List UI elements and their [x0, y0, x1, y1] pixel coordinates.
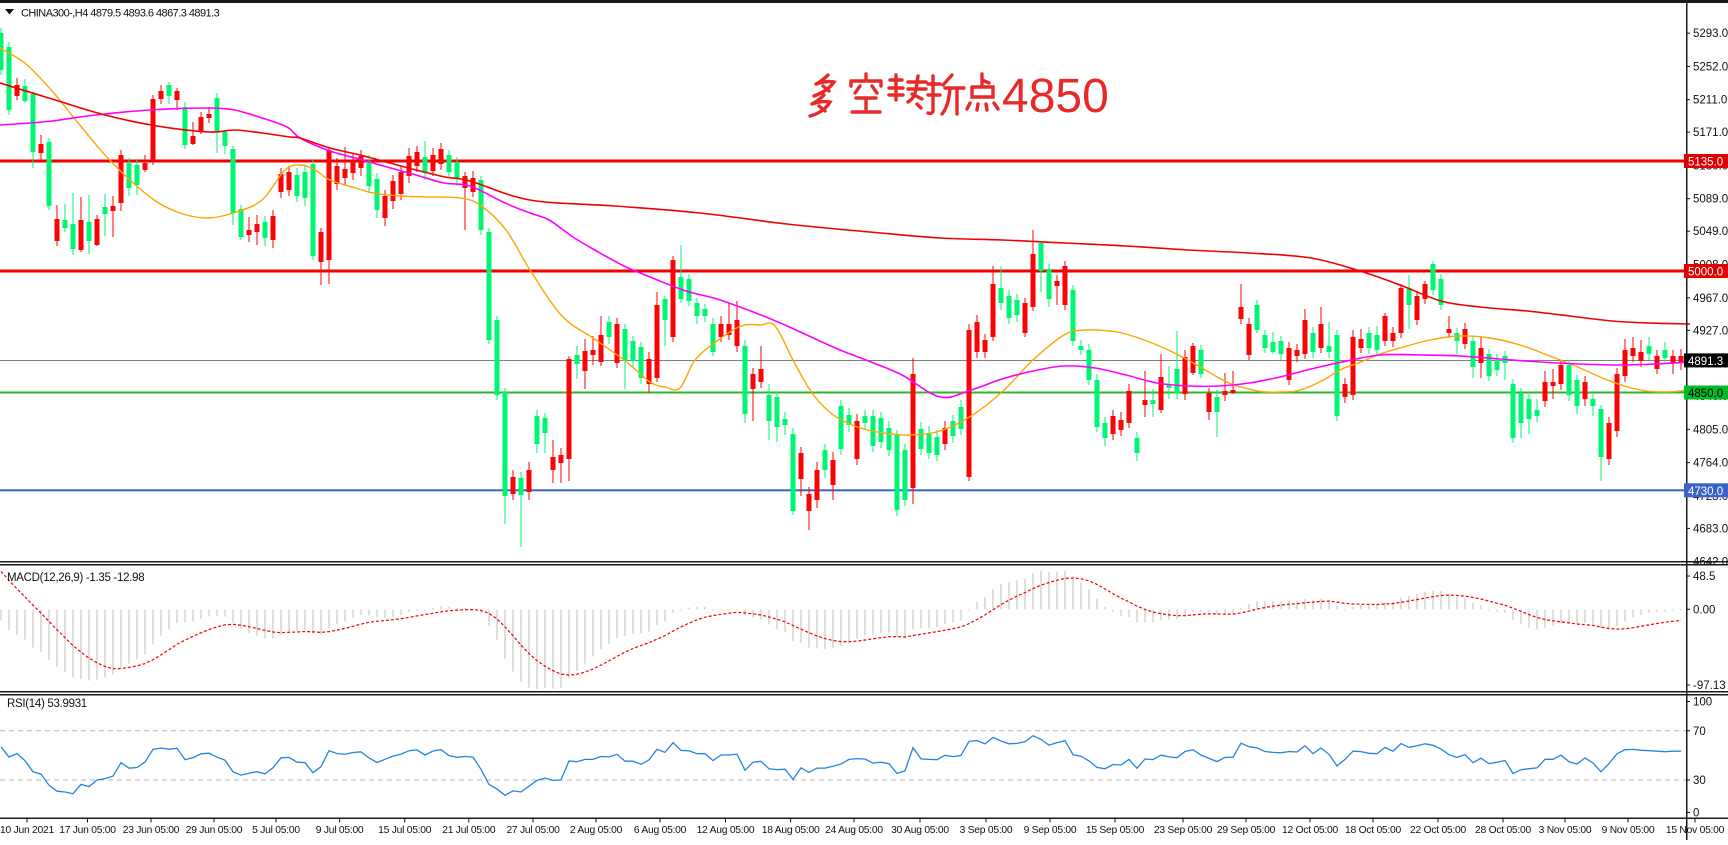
svg-text:70: 70 [1693, 726, 1706, 738]
svg-text:21 Jul 05:00: 21 Jul 05:00 [442, 825, 496, 836]
svg-text:15 Nov 05:00: 15 Nov 05:00 [1666, 825, 1725, 836]
svg-text:4730.0: 4730.0 [1688, 486, 1723, 498]
svg-text:4683.0: 4683.0 [1693, 523, 1728, 535]
svg-text:5 Jul 05:00: 5 Jul 05:00 [252, 825, 300, 836]
svg-text:2 Aug 05:00: 2 Aug 05:00 [570, 825, 623, 836]
svg-text:4967.0: 4967.0 [1693, 293, 1728, 305]
svg-text:23 Jun 05:00: 23 Jun 05:00 [123, 825, 180, 836]
svg-text:4642.0: 4642.0 [1693, 557, 1728, 569]
svg-text:5252.0: 5252.0 [1693, 61, 1728, 73]
svg-text:9 Nov 05:00: 9 Nov 05:00 [1602, 825, 1655, 836]
svg-text:RSI(14) 53.9931: RSI(14) 53.9931 [7, 698, 87, 710]
svg-text:5171.0: 5171.0 [1693, 127, 1728, 139]
svg-text:4891.3: 4891.3 [1688, 356, 1723, 368]
svg-text:6 Aug 05:00: 6 Aug 05:00 [634, 825, 687, 836]
svg-text:17 Jun 05:00: 17 Jun 05:00 [59, 825, 116, 836]
svg-text:29 Jun 05:00: 29 Jun 05:00 [186, 825, 243, 836]
svg-text:5135.0: 5135.0 [1688, 157, 1723, 169]
svg-text:12 Oct 05:00: 12 Oct 05:00 [1282, 825, 1338, 836]
svg-text:4850.0: 4850.0 [1688, 388, 1723, 400]
svg-text:5211.0: 5211.0 [1693, 95, 1727, 107]
svg-text:28 Oct 05:00: 28 Oct 05:00 [1475, 825, 1531, 836]
svg-text:5089.0: 5089.0 [1693, 194, 1728, 206]
svg-text:12 Aug 05:00: 12 Aug 05:00 [697, 825, 755, 836]
svg-text:100: 100 [1693, 697, 1712, 709]
svg-text:3 Sep 05:00: 3 Sep 05:00 [960, 825, 1013, 836]
svg-text:-97.13: -97.13 [1693, 680, 1726, 692]
svg-text:4927.0: 4927.0 [1693, 325, 1728, 337]
svg-text:15 Sep 05:00: 15 Sep 05:00 [1086, 825, 1145, 836]
svg-text:30 Aug 05:00: 30 Aug 05:00 [891, 825, 949, 836]
svg-text:3 Nov 05:00: 3 Nov 05:00 [1539, 825, 1592, 836]
svg-text:48.5: 48.5 [1693, 571, 1715, 583]
svg-text:15 Jul 05:00: 15 Jul 05:00 [378, 825, 432, 836]
svg-text:18 Oct 05:00: 18 Oct 05:00 [1345, 825, 1401, 836]
svg-text:4805.0: 4805.0 [1693, 424, 1728, 436]
svg-text:CHINA300-,H4 4879.5 4893.6 48: CHINA300-,H4 4879.5 4893.6 4867.3 4891.3 [21, 8, 220, 20]
svg-text:5049.0: 5049.0 [1693, 226, 1728, 238]
svg-text:24 Aug 05:00: 24 Aug 05:00 [825, 825, 883, 836]
svg-text:22 Oct 05:00: 22 Oct 05:00 [1410, 825, 1466, 836]
svg-text:0: 0 [1693, 808, 1699, 820]
svg-text:MACD(12,26,9) -1.35 -12.98: MACD(12,26,9) -1.35 -12.98 [7, 572, 144, 584]
svg-text:30: 30 [1693, 775, 1706, 787]
svg-text:9 Sep 05:00: 9 Sep 05:00 [1024, 825, 1077, 836]
svg-text:18 Aug 05:00: 18 Aug 05:00 [762, 825, 820, 836]
svg-text:29 Sep 05:00: 29 Sep 05:00 [1217, 825, 1276, 836]
svg-text:9 Jul 05:00: 9 Jul 05:00 [316, 825, 364, 836]
svg-text:27 Jul 05:00: 27 Jul 05:00 [506, 825, 560, 836]
svg-text:10 Jun 2021: 10 Jun 2021 [0, 825, 54, 836]
svg-text:5000.0: 5000.0 [1688, 267, 1723, 279]
svg-text:0.00: 0.00 [1693, 604, 1715, 616]
svg-text:5293.0: 5293.0 [1693, 28, 1728, 40]
svg-text:4764.0: 4764.0 [1693, 458, 1728, 470]
svg-text:23 Sep 05:00: 23 Sep 05:00 [1154, 825, 1213, 836]
svg-text:4850: 4850 [1002, 70, 1109, 123]
